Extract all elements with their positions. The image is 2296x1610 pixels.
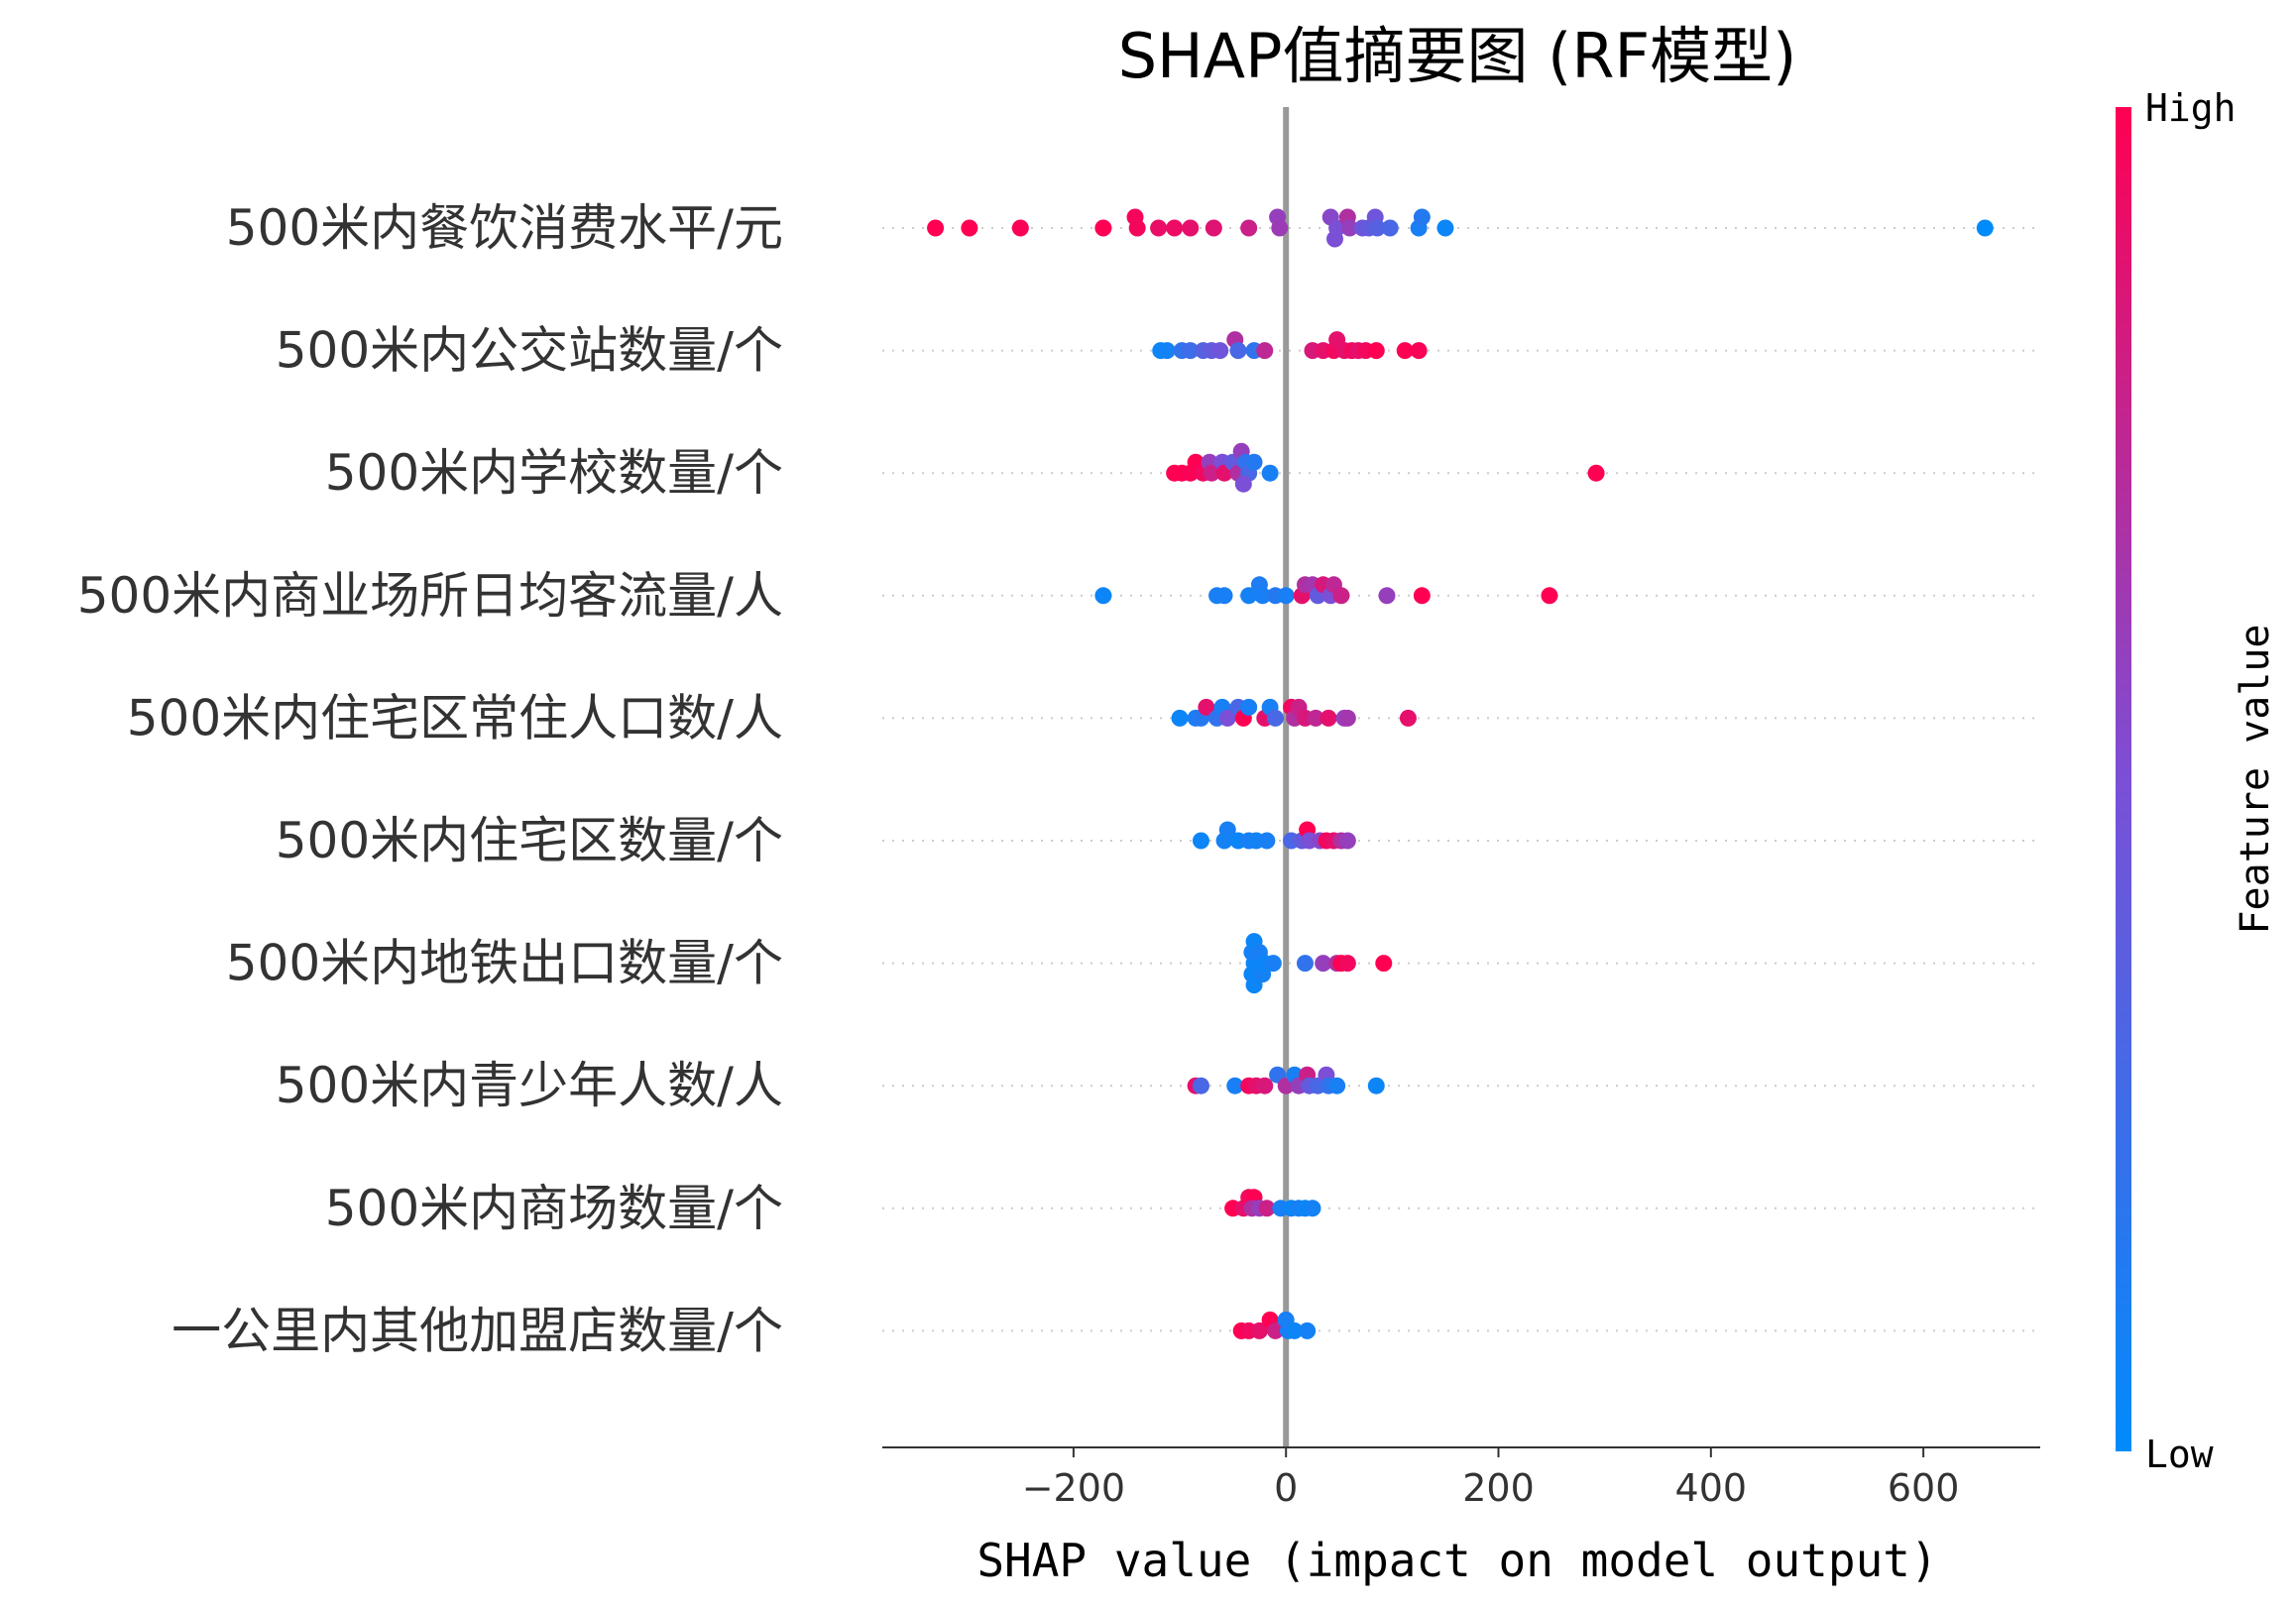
data-point (1367, 342, 1385, 360)
data-point (1338, 709, 1356, 727)
data-point (961, 219, 978, 237)
x-tick-label: 400 (1675, 1466, 1748, 1510)
data-point (1215, 832, 1233, 850)
data-point (1367, 1077, 1385, 1094)
x-tick-label: 600 (1888, 1466, 1960, 1510)
data-point (1128, 219, 1146, 237)
colorbar-low-label: Low (2145, 1433, 2214, 1476)
data-point (1976, 219, 1994, 237)
data-point (1375, 955, 1393, 973)
data-point (1150, 219, 1168, 237)
data-point (1261, 464, 1279, 482)
data-point (1264, 955, 1282, 973)
data-point (1266, 709, 1284, 727)
feature-label: 500米内商业场所日均客流量/人 (77, 567, 783, 625)
data-point (1234, 475, 1252, 493)
data-point (1271, 219, 1289, 237)
data-point (1413, 208, 1431, 226)
data-point (1410, 342, 1428, 360)
data-point (1215, 587, 1233, 605)
data-point (1332, 587, 1350, 605)
colorbar-title: Feature value (2233, 624, 2278, 934)
x-tick-label: 200 (1462, 1466, 1535, 1510)
colorbar (2116, 107, 2131, 1451)
data-point (1211, 342, 1229, 360)
data-point (1286, 1322, 1304, 1339)
data-point (1166, 219, 1184, 237)
data-point (1258, 1200, 1276, 1217)
data-point (1226, 1077, 1244, 1094)
x-tick-label: 0 (1274, 1466, 1298, 1510)
data-point (1192, 1077, 1209, 1094)
data-points (927, 208, 1994, 1339)
data-point (1205, 219, 1222, 237)
feature-label: 500米内商场数量/个 (325, 1180, 783, 1237)
data-point (1011, 219, 1029, 237)
feature-label: 500米内地铁出口数量/个 (226, 935, 783, 992)
data-point (1307, 709, 1324, 727)
x-axis-title: SHAP value (impact on model output) (976, 1534, 1937, 1587)
data-point (1399, 709, 1417, 727)
data-point (1256, 342, 1274, 360)
chart-title: SHAP值摘要图 (RF模型) (1118, 20, 1797, 92)
data-point (1254, 587, 1272, 605)
colorbar-high-label: High (2145, 86, 2237, 130)
feature-label: 500米内住宅区数量/个 (276, 812, 783, 869)
data-point (1256, 1077, 1274, 1094)
feature-label: 500米内餐饮消费水平/元 (226, 199, 783, 257)
data-point (1304, 1200, 1321, 1217)
data-point (1541, 587, 1558, 605)
data-point (1094, 587, 1112, 605)
data-point (1266, 1322, 1284, 1339)
data-point (1315, 955, 1332, 973)
data-point (1245, 453, 1263, 471)
feature-labels: 500米内餐饮消费水平/元 500米内公交站数量/个 500米内学校数量/个 500米… (77, 199, 783, 1359)
data-point (1240, 587, 1258, 605)
feature-label: 一公里内其他加盟店数量/个 (172, 1302, 783, 1359)
data-point (1229, 342, 1247, 360)
data-point (1240, 219, 1258, 237)
data-point (1158, 342, 1176, 360)
data-point (1338, 955, 1356, 973)
data-point (1182, 342, 1200, 360)
data-point (1182, 219, 1200, 237)
data-point (1381, 219, 1399, 237)
data-point (1396, 342, 1414, 360)
data-point (1299, 1322, 1317, 1339)
data-point (1258, 832, 1276, 850)
feature-label: 500米内住宅区常住人口数/人 (127, 689, 783, 747)
feature-label: 500米内公交站数量/个 (276, 322, 783, 380)
data-point (1325, 230, 1343, 248)
data-point (1338, 832, 1356, 850)
data-point (1340, 219, 1358, 237)
data-point (1587, 464, 1605, 482)
data-point (927, 219, 945, 237)
data-point (1198, 698, 1215, 716)
data-point (1203, 464, 1220, 482)
data-point (1436, 219, 1454, 237)
x-axis-ticks: −200 0 200 400 600 (1022, 1447, 1960, 1510)
data-point (1378, 587, 1396, 605)
data-point (1250, 1322, 1268, 1339)
data-point (1328, 1077, 1346, 1094)
data-point (1218, 709, 1236, 727)
x-tick-label: −200 (1022, 1466, 1125, 1510)
data-point (1296, 955, 1314, 973)
feature-label: 500米内青少年人数/人 (276, 1057, 783, 1114)
data-point (1320, 709, 1337, 727)
data-point (1171, 709, 1189, 727)
data-point (1277, 587, 1295, 605)
data-point (1240, 698, 1258, 716)
data-point (1413, 587, 1431, 605)
feature-label: 500米内学校数量/个 (325, 444, 783, 502)
data-point (1192, 832, 1209, 850)
grid-lines (882, 227, 2040, 1332)
data-point (1094, 219, 1112, 237)
data-point (1368, 219, 1386, 237)
